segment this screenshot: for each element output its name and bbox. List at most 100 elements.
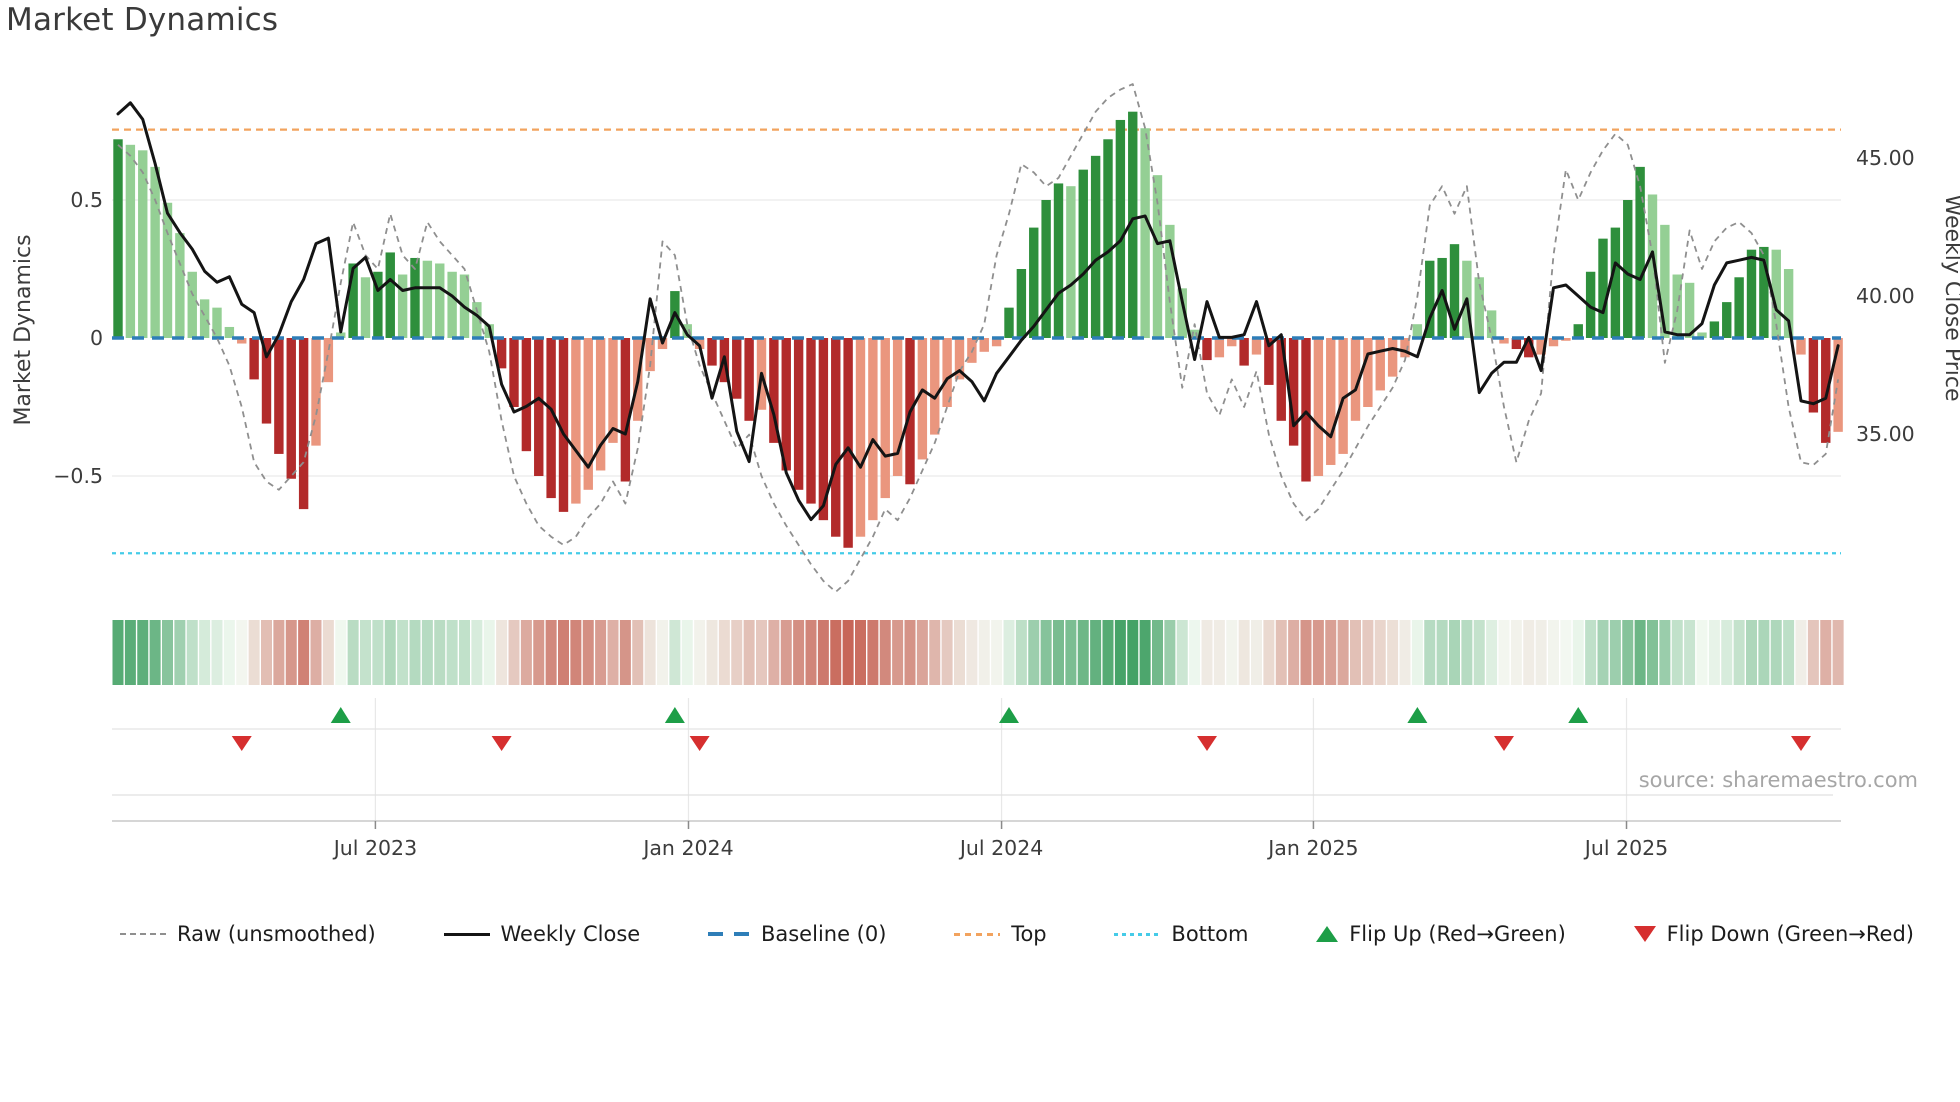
oscillator-bar xyxy=(620,338,631,482)
oscillator-bar xyxy=(583,338,593,490)
oscillator-bar xyxy=(1177,288,1187,338)
heatmap-cell xyxy=(1213,620,1225,685)
oscillator-bar xyxy=(336,332,346,338)
oscillator-bar xyxy=(1783,269,1794,338)
heatmap-cell xyxy=(706,620,718,685)
oscillator-bar xyxy=(1548,338,1559,347)
oscillator-bar xyxy=(1041,200,1051,338)
heatmap-cell xyxy=(1337,620,1349,685)
heatmap-cell xyxy=(879,620,891,685)
heatmap-cell xyxy=(1003,620,1015,685)
weekly-close-line xyxy=(116,101,1840,522)
oscillator-bar xyxy=(1635,166,1645,338)
oscillator-bar xyxy=(261,338,272,424)
oscillator-bar xyxy=(1425,260,1435,338)
heatmap-cell xyxy=(1077,620,1089,685)
oscillator-bar xyxy=(1585,271,1596,338)
legend-item-flip-up: Flip Up (Red→Green) xyxy=(1316,922,1566,946)
oscillator-bar xyxy=(645,338,655,372)
heatmap-cell xyxy=(1399,620,1411,685)
oscillator-bar xyxy=(360,277,371,338)
left-axis-ticks: 0.5 0 −0.5 xyxy=(53,188,103,488)
heatmap-cell xyxy=(261,620,272,685)
heatmap-cell xyxy=(1770,620,1782,685)
source-attribution: source: sharemaestro.com xyxy=(1638,768,1918,792)
right-axis-title: Weekly Close Price xyxy=(1940,195,1960,402)
left-axis-tick-label: 0.5 xyxy=(70,188,103,212)
heatmap-cell xyxy=(1411,620,1423,685)
legend-label-weekly-close: Weekly Close xyxy=(500,922,641,946)
heatmap-cell xyxy=(731,620,743,685)
left-axis-title: Market Dynamics xyxy=(11,234,36,425)
flip-up-markers xyxy=(330,707,1589,723)
oscillator-bar xyxy=(1251,338,1262,355)
oscillator-bar xyxy=(1152,175,1163,338)
oscillator-bar xyxy=(1796,338,1806,355)
oscillator-bar xyxy=(744,338,754,421)
heatmap-cell xyxy=(1807,620,1819,685)
heatmap-cell xyxy=(941,620,953,685)
heatmap-cell xyxy=(1634,620,1646,685)
oscillator-bar xyxy=(1090,155,1101,338)
heatmap-cell xyxy=(1498,620,1510,685)
heatmap-cell xyxy=(1708,620,1720,685)
heatmap-cell xyxy=(347,620,359,685)
heatmap-cell xyxy=(1152,620,1163,685)
oscillator-bars xyxy=(113,111,1843,548)
page-title: Market Dynamics xyxy=(6,2,279,38)
heatmap-cell xyxy=(1362,620,1374,685)
oscillator-bar xyxy=(472,302,482,338)
oscillator-bar xyxy=(682,324,692,338)
oscillator-bar xyxy=(496,338,507,369)
heatmap-cell xyxy=(335,620,347,685)
oscillator-bar xyxy=(546,338,556,499)
heatmap-cell xyxy=(471,620,483,685)
oscillator-bar xyxy=(1623,200,1633,338)
heatmap-cell xyxy=(1597,620,1609,685)
oscillator-bar xyxy=(175,233,185,338)
heatmap-cell xyxy=(1312,620,1324,685)
heatmap-cell xyxy=(1040,620,1052,685)
oscillator-bar xyxy=(954,338,965,380)
oscillator-bar xyxy=(1363,338,1373,407)
legend-item-weekly-close: Weekly Close xyxy=(443,922,641,946)
heatmap-cell xyxy=(780,620,792,685)
heatmap-cell xyxy=(384,620,396,685)
oscillator-bar xyxy=(558,338,569,512)
heatmap-cell xyxy=(1065,620,1077,685)
oscillator-bar xyxy=(397,274,408,338)
oscillator-bar xyxy=(1350,338,1361,421)
oscillator-bar xyxy=(373,271,383,338)
heatmap-cell xyxy=(360,620,371,685)
oscillator-bar xyxy=(1499,338,1509,344)
heatmap-strip xyxy=(112,620,1844,685)
heatmap-cell xyxy=(570,620,582,685)
oscillator-bar xyxy=(224,326,235,338)
x-axis-tick-label: Jul 2024 xyxy=(958,836,1043,860)
chart-legend: Raw (unsmoothed) Weekly Close Baseline (… xyxy=(120,922,1914,946)
heatmap-cell xyxy=(929,620,941,685)
heatmap-cell xyxy=(273,620,285,685)
legend-label-bottom: Bottom xyxy=(1171,922,1249,946)
oscillator-bar xyxy=(1326,338,1336,465)
heatmap-cell xyxy=(619,620,631,685)
oscillator-bar xyxy=(1771,249,1781,338)
oscillator-bar xyxy=(1375,338,1385,391)
oscillator-bar xyxy=(348,263,358,338)
heatmap-cell xyxy=(545,620,557,685)
heatmap-cell xyxy=(1758,620,1770,685)
weekly-close-line-swatch-icon xyxy=(443,932,490,936)
flip-down-marker-icon xyxy=(491,736,512,751)
x-axis-tick-label: Jul 2023 xyxy=(332,836,417,860)
x-axis-tick-label: Jul 2025 xyxy=(1583,836,1668,860)
oscillator-bar xyxy=(298,338,309,510)
oscillator-bar xyxy=(435,263,445,338)
heatmap-cell xyxy=(805,620,817,685)
heatmap-cell xyxy=(1263,620,1275,685)
oscillator-bar xyxy=(1264,338,1274,385)
oscillator-bar xyxy=(125,144,136,338)
oscillator-bar xyxy=(806,338,816,504)
oscillator-bar xyxy=(187,271,197,338)
heatmap-cell xyxy=(322,620,334,685)
